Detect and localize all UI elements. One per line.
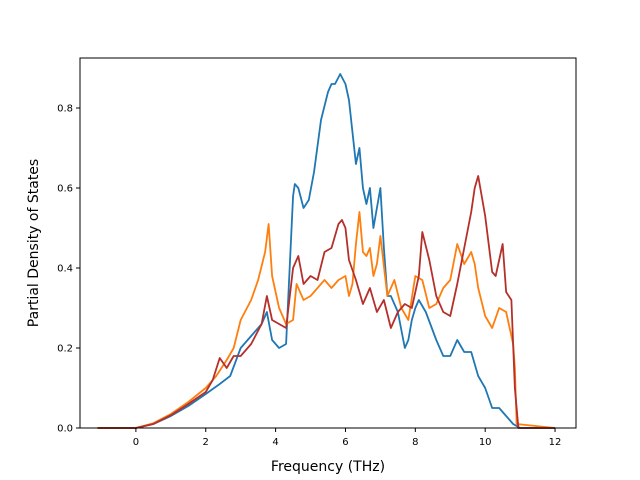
axes-frame — [79, 57, 577, 429]
y-axis-label: Partial Density of States — [26, 159, 42, 327]
y-tick-label: 0.4 — [57, 264, 73, 275]
y-tick-label: 0.0 — [57, 424, 73, 435]
y-tick-label: 0.8 — [57, 104, 73, 115]
series-layer — [97, 73, 556, 429]
x-tick-label: 10 — [479, 437, 492, 448]
x-axis-label: Frequency (THz) — [271, 459, 385, 475]
y-tick-label: 0.6 — [57, 184, 73, 195]
x-axis-ticks: 0 2 4 6 8 10 12 — [133, 428, 562, 448]
x-tick-label: 4 — [272, 437, 278, 448]
x-tick-label: 6 — [342, 437, 348, 448]
y-tick-label: 0.2 — [57, 344, 73, 355]
x-tick-label: 12 — [549, 437, 562, 448]
x-tick-label: 2 — [203, 437, 209, 448]
x-tick-label: 8 — [412, 437, 418, 448]
y-axis-ticks: 0.0 0.2 0.4 0.6 0.8 — [57, 104, 80, 435]
series-line-2 — [97, 211, 556, 429]
series-line-3 — [97, 175, 556, 429]
x-tick-label: 0 — [133, 437, 139, 448]
